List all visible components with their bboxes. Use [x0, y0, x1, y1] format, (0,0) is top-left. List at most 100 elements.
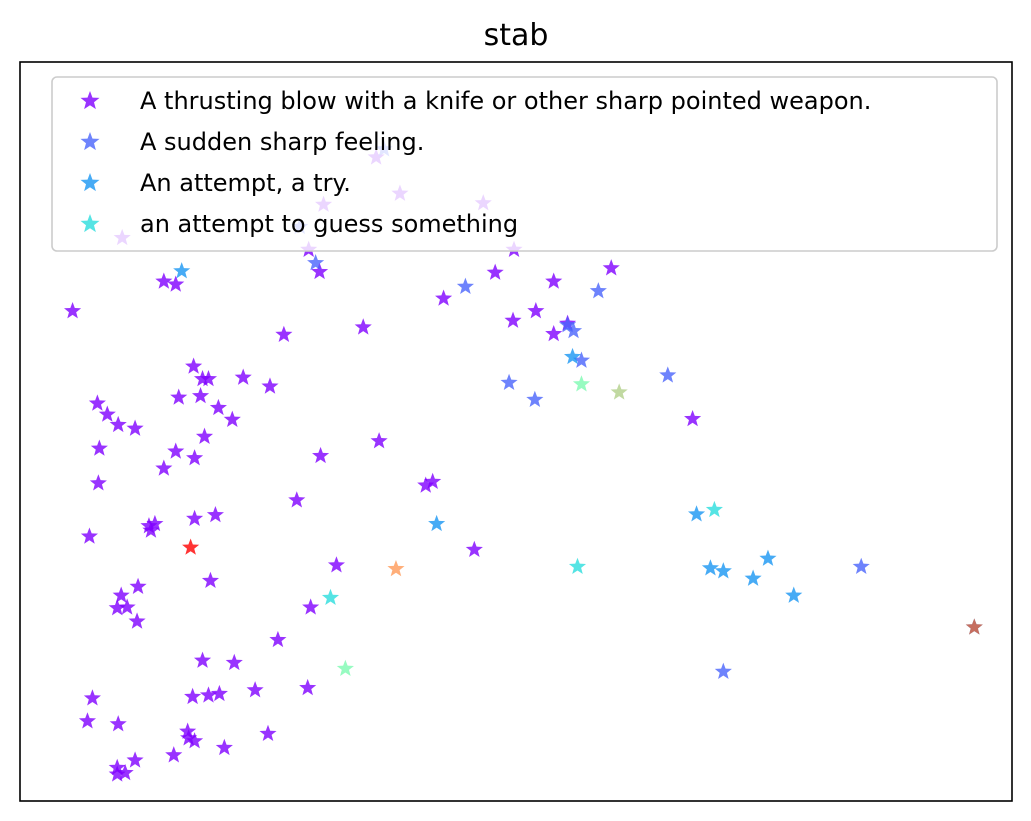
data-point-series-1-26 — [327, 556, 346, 573]
legend: A thrusting blow with a knife or other s… — [51, 76, 998, 252]
data-point-series-1-70 — [225, 653, 243, 671]
data-point-series-2-8 — [589, 282, 607, 299]
data-point-series-4-2 — [568, 557, 587, 575]
data-point-series-1-16 — [108, 599, 126, 616]
data-point-series-1-2 — [155, 272, 173, 289]
data-point-series-8-1 — [610, 383, 628, 400]
data-point-series-1-63 — [186, 449, 204, 466]
legend-box — [51, 76, 998, 252]
data-point-series-1-46 — [78, 712, 97, 729]
data-point-series-1-59 — [90, 439, 108, 456]
data-point-series-4-3 — [705, 500, 723, 518]
data-point-series-1-66 — [209, 398, 227, 416]
data-point-series-1-27 — [312, 446, 330, 464]
data-point-series-2-6 — [559, 316, 577, 333]
data-point-series-1-47 — [83, 689, 101, 706]
data-point-series-3-3 — [563, 347, 582, 365]
data-point-series-7-1 — [336, 659, 354, 676]
data-point-series-3-2 — [428, 514, 446, 532]
data-point-series-1-12 — [126, 419, 144, 436]
data-point-series-1-52 — [165, 746, 183, 763]
data-point-series-1-55 — [215, 738, 233, 756]
data-point-series-1-29 — [302, 598, 320, 615]
data-point-series-1-58 — [98, 405, 116, 422]
chart-title: stab — [484, 18, 549, 53]
data-point-series-1-72 — [246, 681, 264, 698]
data-point-series-1-40 — [527, 302, 545, 319]
data-point-series-1-74 — [275, 325, 293, 342]
data-point-series-1-28 — [288, 491, 306, 508]
data-point-series-3-9 — [785, 586, 803, 603]
data-point-series-1-51 — [126, 751, 144, 768]
data-point-series-1-64 — [195, 427, 214, 444]
data-point-series-6-1 — [387, 559, 405, 577]
data-point-series-1-54 — [186, 732, 204, 749]
data-point-series-2-13 — [572, 351, 591, 368]
data-point-series-1-22 — [210, 684, 228, 702]
data-point-series-2-4 — [456, 277, 474, 294]
data-point-series-4-1 — [321, 588, 340, 606]
legend-marker-2 — [80, 132, 100, 151]
data-point-series-3-4 — [687, 505, 706, 522]
data-point-series-2-11 — [852, 557, 870, 575]
data-point-series-1-8 — [186, 509, 204, 526]
data-point-series-1-36 — [465, 540, 483, 558]
data-point-series-1-10 — [206, 506, 224, 523]
data-point-series-1-33 — [424, 472, 442, 490]
data-point-series-3-8 — [759, 549, 777, 566]
legend-label-4: an attempt to guess something — [140, 210, 518, 238]
data-point-series-1-57 — [88, 394, 106, 411]
data-point-series-1-20 — [184, 687, 202, 705]
data-point-series-1-34 — [417, 476, 435, 493]
data-point-series-1-6 — [191, 387, 210, 404]
data-point-series-1-71 — [259, 724, 277, 742]
data-point-series-3-5 — [701, 559, 719, 576]
data-point-series-3-6 — [714, 562, 732, 579]
data-point-series-2-5 — [500, 373, 518, 391]
data-point-series-1-42 — [545, 324, 563, 342]
data-point-series-1-65 — [223, 410, 241, 427]
legend-marker-4 — [80, 214, 100, 233]
data-point-series-1-21 — [199, 686, 218, 703]
data-point-series-1-5 — [170, 388, 188, 405]
data-point-series-1-31 — [354, 318, 372, 335]
data-point-series-1-35 — [435, 289, 453, 306]
data-point-series-1-43 — [545, 272, 563, 289]
data-point-series-9-1 — [965, 618, 983, 635]
data-point-series-7-2 — [572, 375, 591, 392]
data-point-series-1-3 — [185, 357, 203, 374]
data-point-series-1-25 — [299, 678, 317, 696]
data-point-series-1-18 — [129, 577, 147, 594]
data-point-series-1-62 — [155, 459, 173, 476]
data-point-series-1-1 — [167, 275, 185, 292]
legend-marker-1 — [80, 91, 100, 110]
plot-frame — [19, 61, 1013, 802]
data-point-series-1-69 — [193, 651, 212, 668]
data-point-series-1-45 — [684, 409, 702, 427]
data-point-series-2-12 — [526, 390, 544, 407]
data-point-series-2-7 — [564, 322, 583, 339]
data-point-series-1-60 — [109, 415, 127, 433]
legend-entries: A thrusting blow with a knife or other s… — [80, 87, 871, 238]
legend-label-1: A thrusting blow with a knife or other s… — [140, 87, 871, 115]
data-point-series-1-13 — [64, 302, 82, 319]
data-point-series-1-24 — [269, 630, 287, 648]
data-point-series-1-76 — [199, 370, 218, 387]
legend-marker-3 — [80, 173, 100, 192]
data-point-series-2-9 — [659, 366, 677, 383]
data-point-series-1-17 — [118, 598, 136, 615]
data-point-series-1-30 — [370, 432, 388, 449]
data-point-series-5-1 — [182, 538, 200, 555]
data-point-series-1-61 — [146, 514, 164, 532]
data-point-series-2-2 — [307, 254, 325, 271]
data-point-series-1-67 — [112, 586, 130, 603]
data-point-series-1-4 — [167, 442, 185, 459]
data-point-series-1-11 — [89, 474, 107, 491]
data-point-series-1-56 — [179, 722, 197, 739]
data-point-series-1-32 — [311, 262, 329, 280]
data-point-series-1-49 — [108, 765, 126, 782]
data-point-series-3-1 — [173, 262, 191, 279]
points-layer — [64, 140, 983, 782]
legend-label-3: An attempt, a try. — [140, 169, 351, 197]
